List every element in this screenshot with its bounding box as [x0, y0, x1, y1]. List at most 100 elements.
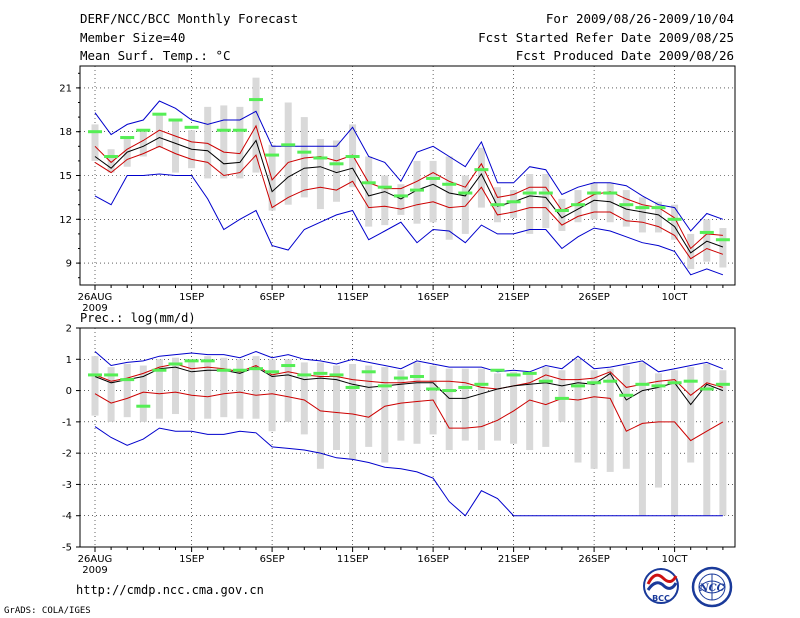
- observation-marker: [571, 203, 585, 207]
- member-range-bar: [477, 147, 485, 208]
- member-range-bar: [687, 367, 695, 463]
- upper-spread-line: [94, 124, 723, 250]
- member-range-bar: [220, 105, 228, 179]
- member-range-bar: [703, 363, 711, 516]
- member-range-bar: [268, 359, 276, 432]
- member-range-bar: [204, 356, 212, 419]
- observation-marker: [490, 368, 505, 372]
- ensemble-mean-line: [94, 136, 724, 254]
- member-range-bar: [558, 198, 566, 231]
- member-range-bar: [397, 184, 405, 215]
- member-range-bar: [461, 175, 469, 234]
- member-range-bar: [365, 365, 373, 447]
- y-tick-label: 21: [59, 83, 72, 94]
- observation-marker: [249, 367, 263, 371]
- observation-marker: [104, 373, 119, 377]
- observation-marker: [329, 373, 344, 377]
- observation-marker: [393, 194, 408, 198]
- observation-marker: [249, 98, 263, 102]
- member-range-bar: [638, 362, 646, 516]
- y-tick-label: 0: [66, 386, 72, 397]
- observation-marker: [522, 371, 537, 375]
- member-range-bar: [510, 190, 518, 218]
- member-range-bar: [542, 367, 550, 447]
- x-tick-label: 10CT: [662, 554, 689, 565]
- y-tick-label: -5: [62, 543, 72, 554]
- plot-frame: [79, 327, 736, 548]
- x-tick-year: 2009: [82, 303, 107, 314]
- observation-marker: [216, 368, 231, 372]
- member-range-bar: [252, 356, 260, 419]
- member-range-bar: [284, 102, 292, 205]
- member-range-bar: [526, 174, 534, 234]
- observation-marker: [410, 188, 424, 192]
- source-url[interactable]: http://cmdp.ncc.cma.gov.cn: [76, 583, 264, 597]
- observation-marker: [490, 203, 505, 207]
- member-range-bar: [671, 204, 679, 240]
- member-range-bar: [445, 156, 453, 240]
- y-tick-label: -1: [62, 417, 72, 428]
- x-tick-label: 26AUG: [78, 554, 113, 565]
- member-range-bar: [429, 160, 437, 223]
- observation-marker: [587, 191, 602, 195]
- observation-marker: [168, 118, 183, 122]
- observation-marker: [699, 387, 714, 391]
- observation-marker: [216, 128, 231, 132]
- observation-marker: [345, 155, 360, 159]
- forecast-start-date: Fcst Started Refer Date 2009/08/25: [478, 30, 734, 45]
- x-tick-label: 11SEP: [337, 554, 368, 565]
- member-range-bar: [622, 365, 630, 469]
- member-range-bar: [139, 131, 147, 157]
- observation-marker: [361, 181, 376, 185]
- observation-marker: [184, 125, 199, 129]
- observation-marker: [426, 176, 441, 180]
- observation-marker: [651, 384, 666, 388]
- observation-marker: [667, 381, 682, 385]
- observation-marker: [120, 378, 135, 382]
- observation-marker: [104, 155, 119, 159]
- lower-spread-line: [94, 145, 724, 260]
- member-range-bar: [719, 370, 727, 516]
- observation-marker: [281, 364, 296, 368]
- member-range-bar: [236, 106, 244, 179]
- member-range-bar: [671, 370, 679, 516]
- member-range-bar: [590, 370, 598, 469]
- observation-marker: [329, 162, 344, 166]
- observation-marker: [474, 168, 489, 172]
- observation-marker: [506, 373, 521, 377]
- y-tick-label: 9: [66, 259, 72, 270]
- member-range-bar: [139, 365, 147, 422]
- x-tick-label: 6SEP: [260, 292, 285, 303]
- member-range-bar: [606, 182, 614, 223]
- member-range-bar: [365, 156, 373, 227]
- observation-marker: [232, 368, 247, 372]
- member-range-bar: [574, 359, 582, 463]
- observation-marker: [619, 393, 634, 397]
- member-range-bar: [510, 371, 518, 444]
- member-range-bar: [155, 114, 163, 148]
- observation-marker: [635, 206, 650, 210]
- observation-marker: [683, 379, 698, 383]
- member-range-bar: [526, 373, 534, 451]
- observation-marker: [554, 209, 569, 213]
- observation-marker: [265, 370, 280, 374]
- max-line: [94, 350, 724, 373]
- y-tick-label: -2: [62, 449, 72, 460]
- y-tick-label: 18: [59, 127, 72, 138]
- y-tick-label: 1: [66, 355, 72, 366]
- y-tick-label: -3: [62, 480, 72, 491]
- member-size: Member Size=40: [80, 30, 186, 45]
- x-tick-label: 26AUG: [78, 292, 113, 303]
- observation-marker: [184, 359, 199, 363]
- member-range-bar: [477, 368, 485, 451]
- ncc-logo-text: NCC: [698, 583, 724, 594]
- observation-marker: [667, 217, 682, 221]
- max-line: [94, 100, 724, 232]
- observation-marker: [619, 203, 634, 207]
- x-tick-label: 26SEP: [578, 292, 609, 303]
- member-range-bar: [719, 228, 727, 268]
- observation-marker: [120, 136, 135, 140]
- member-range-bar: [316, 362, 324, 469]
- observation-marker: [152, 112, 167, 116]
